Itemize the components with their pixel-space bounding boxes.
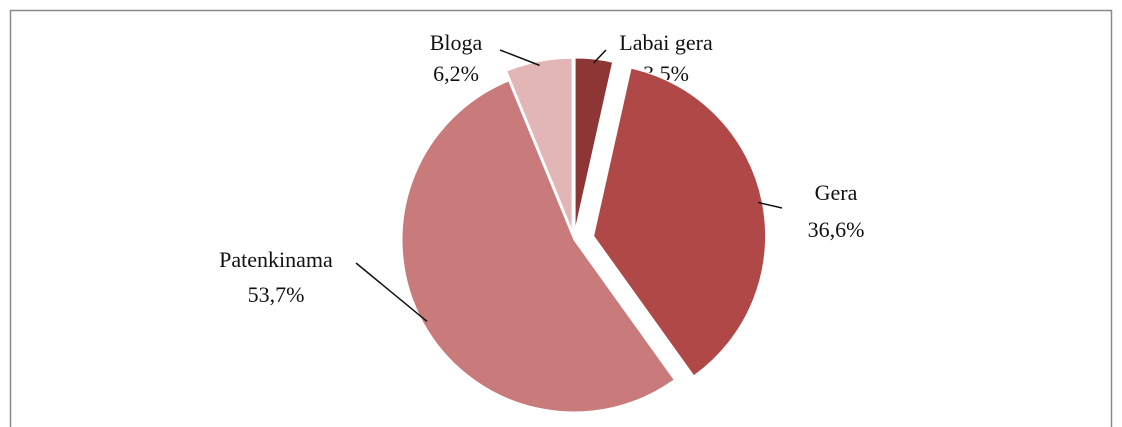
pie-slice bbox=[593, 67, 767, 377]
leader-line bbox=[758, 201, 783, 209]
leader-line bbox=[499, 49, 540, 67]
pie-slice bbox=[574, 57, 614, 231]
leader-line bbox=[592, 49, 607, 64]
chart-frame bbox=[9, 9, 1113, 427]
pie-slice bbox=[506, 57, 573, 231]
slice-label: Bloga bbox=[430, 30, 483, 55]
pie-slice bbox=[401, 80, 675, 413]
slice-label: Patenkinama bbox=[219, 247, 333, 272]
slice-value-label: 6,2% bbox=[433, 61, 479, 86]
slice-label: Gera bbox=[815, 180, 858, 205]
slice-value-label: 36,6% bbox=[808, 217, 865, 242]
slice-label: Labai gera bbox=[619, 30, 713, 55]
slice-value-label: 53,7% bbox=[248, 282, 305, 307]
leader-line bbox=[355, 262, 428, 322]
